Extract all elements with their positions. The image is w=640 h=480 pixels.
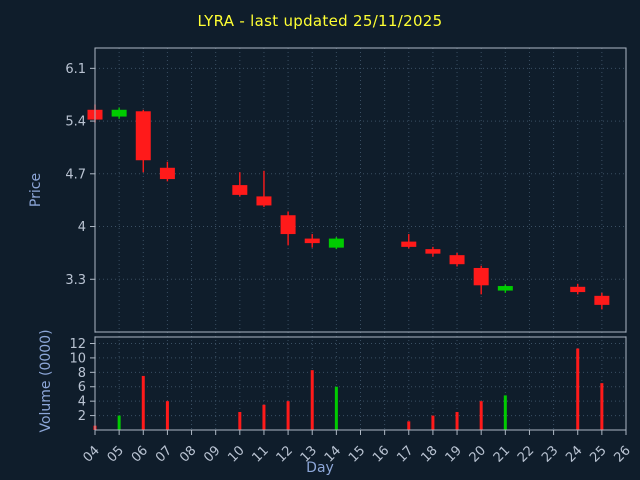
- price-tick-label: 4: [78, 220, 86, 235]
- x-axis-label: Day: [306, 460, 334, 476]
- volume-bar: [479, 401, 483, 430]
- volume-bar: [141, 375, 145, 430]
- volume-axis-label: Volume (0000): [38, 329, 54, 433]
- candle-body: [473, 267, 489, 286]
- price-tick-label: 4.7: [65, 167, 86, 182]
- candle-body: [232, 185, 248, 195]
- price-tick-label: 5.4: [65, 115, 86, 130]
- volume-bar: [262, 404, 266, 430]
- volume-bar: [455, 411, 459, 430]
- volume-bar: [576, 348, 580, 430]
- candle-body: [135, 111, 151, 161]
- candle-body: [328, 238, 344, 248]
- volume-tick-label: 6: [78, 380, 86, 395]
- candle-body: [570, 286, 586, 293]
- price-panel-border: [94, 47, 627, 333]
- candle-body: [449, 255, 465, 265]
- volume-bar: [334, 386, 338, 430]
- volume-bar: [600, 383, 604, 430]
- volume-tick-label: 10: [69, 351, 86, 366]
- candle-body: [280, 215, 296, 235]
- volume-bar: [310, 370, 314, 430]
- volume-tick-label: 2: [78, 409, 86, 424]
- volume-bar: [407, 421, 411, 430]
- volume-tick-label: 12: [69, 337, 86, 352]
- candle-body: [401, 241, 417, 247]
- volume-bar: [431, 415, 435, 430]
- chart-title: LYRA - last updated 25/11/2025: [197, 12, 443, 30]
- candle-body: [304, 238, 320, 244]
- candle-body: [256, 196, 272, 206]
- volume-tick-label: 4: [78, 395, 86, 410]
- candle-body: [425, 249, 441, 254]
- volume-tick-label: 8: [78, 366, 86, 381]
- volume-bar: [117, 415, 121, 430]
- candle-body: [111, 109, 127, 117]
- candle-body: [594, 295, 610, 305]
- price-tick-label: 3.3: [65, 273, 86, 288]
- price-tick-label: 6.1: [65, 62, 86, 77]
- volume-bar: [165, 401, 169, 430]
- candle-body: [159, 167, 175, 180]
- volume-bar: [503, 395, 507, 430]
- volume-bar: [286, 401, 290, 430]
- candle-body: [497, 286, 513, 291]
- price-axis-label: Price: [28, 172, 44, 208]
- volume-bar: [238, 411, 242, 430]
